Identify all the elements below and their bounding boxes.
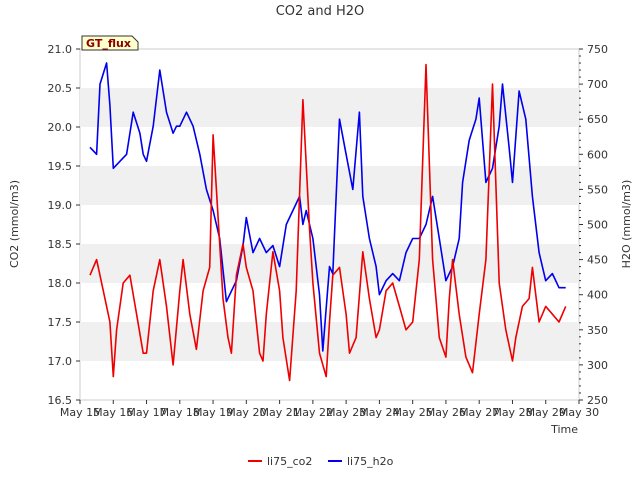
grid-band (80, 244, 579, 283)
series-lines (89, 62, 567, 382)
y-right-axis-label: H2O (mmol/m3) (620, 180, 633, 269)
x-tick-label: May 20 (226, 406, 266, 419)
x-axis-label: Time (550, 423, 578, 436)
chart-title: CO2 and H2O (276, 4, 365, 19)
legend-h2o-label: li75_h2o (347, 455, 394, 468)
y-left-axis-ticks: 16.5 17.0 17.5 18.0 18.5 19.0 19.5 20.0 20.5 21.0 (48, 43, 80, 407)
y-left-tick-label: 20.5 (48, 82, 73, 95)
legend-co2-label: li75_co2 (267, 455, 312, 468)
x-tick-label: May 17 (126, 406, 166, 419)
y-right-tick-label: 300 (587, 359, 608, 372)
x-tick-label: May 28 (492, 406, 532, 419)
x-tick-label: May 21 (259, 406, 299, 419)
y-left-tick-label: 21.0 (48, 43, 73, 56)
x-tick-label: May 23 (326, 406, 366, 419)
y-right-tick-label: 650 (587, 113, 608, 126)
x-tick-label: May 26 (426, 406, 466, 419)
y-left-tick-label: 19.5 (48, 160, 73, 173)
y-left-tick-label: 18.0 (48, 277, 73, 290)
x-tick-label: May 25 (393, 406, 433, 419)
grid-band (80, 166, 579, 205)
series-line-li75_h2o (89, 62, 566, 352)
y-right-tick-label: 500 (587, 219, 608, 232)
x-tick-label: May 16 (93, 406, 133, 419)
x-tick-label: May 22 (293, 406, 333, 419)
y-right-tick-label: 350 (587, 324, 608, 337)
site-label-badge: GT_flux (81, 35, 139, 51)
y-left-tick-label: 19.0 (48, 199, 73, 212)
site-label-box (81, 35, 139, 51)
x-tick-label: May 29 (526, 406, 566, 419)
y-right-tick-label: 450 (587, 254, 608, 267)
y-right-tick-label: 550 (587, 183, 608, 196)
y-left-tick-label: 18.5 (48, 238, 73, 251)
y-left-tick-label: 20.0 (48, 121, 73, 134)
x-tick-label: May 30 (559, 406, 599, 419)
x-tick-label: May 15 (60, 406, 100, 419)
x-tick-label: May 27 (459, 406, 499, 419)
y-right-tick-label: 600 (587, 148, 608, 161)
y-left-axis-label: CO2 (mmol/m3) (8, 180, 21, 268)
x-tick-label: May 24 (359, 406, 399, 419)
y-left-tick-label: 16.5 (48, 394, 73, 407)
y-left-tick-label: 17.5 (48, 316, 73, 329)
series-line-li75_co2 (89, 63, 567, 382)
y-right-tick-label: 750 (587, 43, 608, 56)
site-label-text: GT_flux (86, 37, 131, 50)
y-right-tick-label: 400 (587, 289, 608, 302)
legend: li75_co2 li75_h2o (248, 455, 394, 468)
y-left-tick-label: 17.0 (48, 355, 73, 368)
y-right-tick-label: 700 (587, 78, 608, 91)
y-right-axis-ticks: 250 300 350 400 450 500 550 600 650 700 750 (579, 43, 608, 407)
y-right-tick-label: 250 (587, 394, 608, 407)
x-tick-label: May 18 (160, 406, 200, 419)
x-tick-label: May 19 (193, 406, 233, 419)
